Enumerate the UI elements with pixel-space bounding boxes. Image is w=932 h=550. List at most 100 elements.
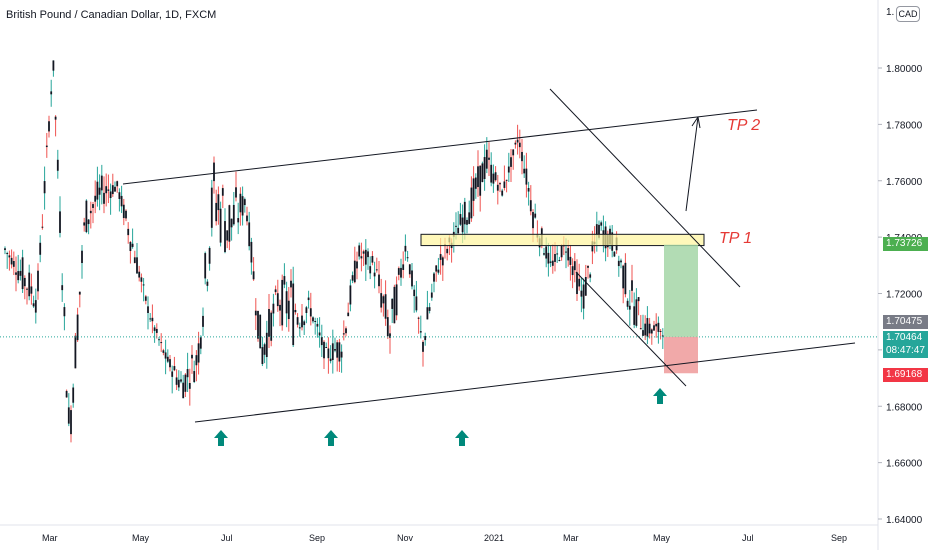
candle-body <box>248 222 251 247</box>
candle-body <box>338 342 341 362</box>
candle-body <box>402 264 405 270</box>
candle-body <box>415 296 418 311</box>
candle-body <box>492 173 495 184</box>
candle-body <box>329 358 332 362</box>
candle-body <box>131 243 134 247</box>
candle-body <box>259 314 262 349</box>
candle-body <box>327 348 330 359</box>
candle-body <box>226 230 229 241</box>
candle-body <box>345 328 347 334</box>
candle-body <box>573 261 576 271</box>
candle-body <box>468 212 471 224</box>
x-tick-label: Jul <box>221 533 233 543</box>
stop-zone[interactable] <box>664 336 698 374</box>
candle-body <box>400 267 402 278</box>
y-tick-label: 1.66000 <box>886 459 923 470</box>
candle-body <box>287 300 290 320</box>
candle-body <box>569 256 572 265</box>
candle-body <box>56 159 59 171</box>
candle-body <box>78 291 81 295</box>
candle-body <box>406 257 409 259</box>
trendline-falling-upper[interactable] <box>549 88 741 288</box>
candle-body <box>285 291 288 314</box>
candle-body <box>122 204 125 219</box>
candle-body <box>382 296 385 304</box>
candle-body <box>195 355 198 366</box>
candle-body <box>527 188 530 192</box>
candle-body <box>659 330 662 332</box>
candle-body <box>193 371 196 383</box>
up-arrow-icon <box>653 388 667 404</box>
candle-body <box>494 172 497 181</box>
candle-body <box>114 186 116 192</box>
candle-body <box>507 166 510 173</box>
candle-body <box>358 245 361 257</box>
candle-body <box>441 257 444 266</box>
candle-body <box>490 164 493 183</box>
target-zone[interactable] <box>664 244 698 337</box>
candle-body <box>422 341 424 352</box>
candle-body <box>309 308 312 317</box>
candle-body <box>149 318 152 320</box>
candle-body <box>100 175 103 191</box>
up-arrow-icon <box>324 430 338 446</box>
candle-body <box>576 272 578 295</box>
candle-body <box>571 266 574 276</box>
candle-body <box>224 221 226 253</box>
x-tick-label: Mar <box>563 533 579 543</box>
resistance-zone[interactable] <box>420 233 705 247</box>
candle-body <box>481 163 484 183</box>
trendline-falling-lower[interactable] <box>575 271 687 387</box>
candle-body <box>356 261 358 269</box>
candle-body <box>404 245 407 252</box>
candle-body <box>83 222 86 226</box>
candle-body <box>547 252 550 264</box>
candle-body <box>30 286 33 294</box>
candle-body <box>19 270 22 276</box>
candle-body <box>239 193 242 213</box>
candle-body <box>331 343 334 361</box>
candle-body <box>228 205 231 242</box>
candle-body <box>235 187 237 198</box>
candle-body <box>219 208 222 243</box>
candle-body <box>591 241 594 252</box>
candle-body <box>94 195 97 202</box>
candle-body <box>510 157 512 167</box>
candle-body <box>74 335 77 369</box>
candle-body <box>32 303 35 307</box>
candle-body <box>140 277 143 282</box>
candle-body <box>417 317 420 319</box>
y-tick-label: 1.72000 <box>886 290 923 301</box>
candle-body <box>461 217 464 233</box>
candle-body <box>199 337 202 349</box>
candle-body <box>105 186 108 194</box>
trendline-upper-channel[interactable] <box>122 109 758 185</box>
symbol-title: British Pound / Canadian Dollar, 1D, FXC… <box>6 9 217 21</box>
candle-body <box>472 178 475 201</box>
candle-body <box>613 251 616 257</box>
candle-body <box>169 359 171 368</box>
candle-body <box>230 218 233 228</box>
candle-body <box>144 296 147 301</box>
candle-body <box>437 269 440 273</box>
candle-body <box>153 327 156 331</box>
candle-body <box>600 222 603 226</box>
candle-body <box>589 274 592 278</box>
candle-body <box>164 352 167 359</box>
trendline-tp2-projection[interactable] <box>685 116 699 212</box>
y-tick-label-top: 1. <box>886 7 894 18</box>
candle-body <box>96 181 99 200</box>
candle-body <box>186 369 189 378</box>
candle-body <box>142 284 145 286</box>
candle-body <box>347 312 350 317</box>
candle-body <box>316 323 319 327</box>
currency-badge[interactable]: CAD <box>896 6 920 22</box>
trendline-lower-channel[interactable] <box>194 342 856 423</box>
candle-body <box>340 351 343 358</box>
candle-body <box>268 308 270 337</box>
candle-body <box>655 323 658 327</box>
candle-body <box>353 260 356 283</box>
candle-body <box>466 219 468 225</box>
